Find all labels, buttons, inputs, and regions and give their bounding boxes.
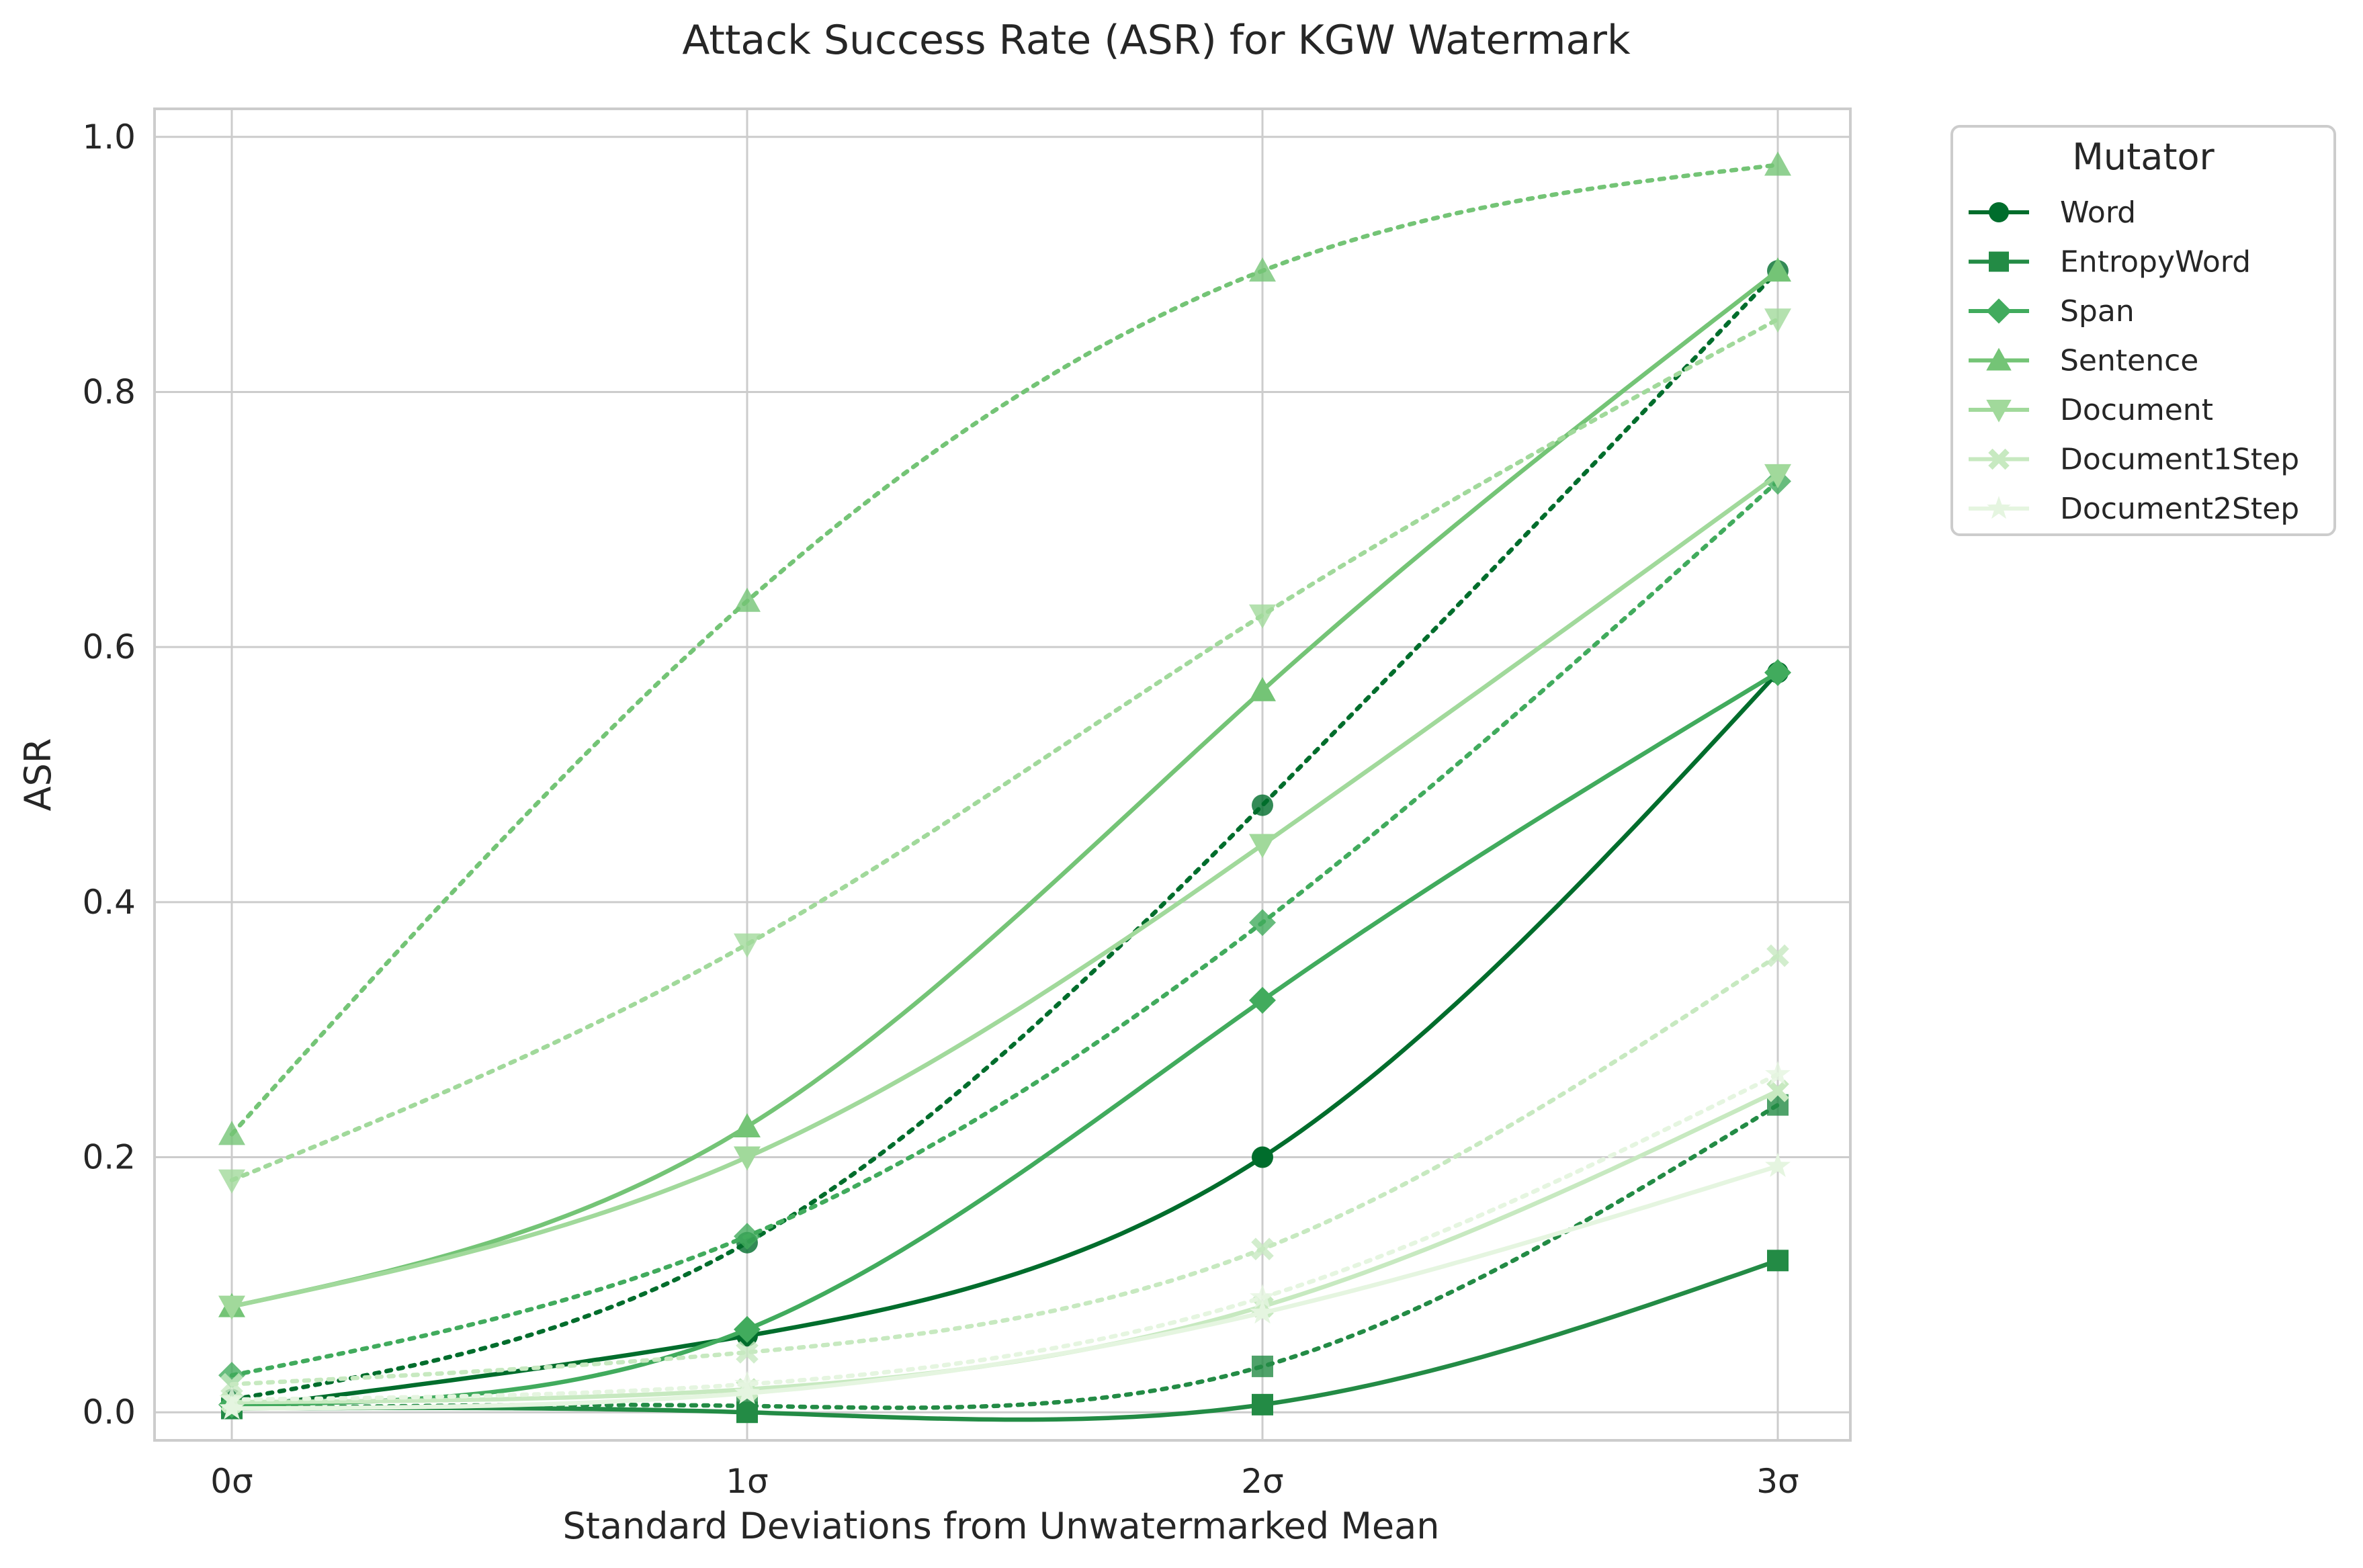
data-point-dotted [734,587,761,612]
data-point [1249,987,1276,1014]
legend-entry: Word [1969,195,2136,230]
y-tick-label: 0.8 [82,372,136,411]
data-point-dotted [1764,308,1791,333]
data-point-dotted [1249,604,1276,629]
series-line-solid [231,473,1779,1309]
data-point [1249,677,1276,701]
data-point [1252,1146,1273,1168]
legend: Mutator Word EntropyWord Span Sentence Docum… [1950,125,2336,536]
x-tick-label: 3σ [1756,1462,1799,1501]
data-point [1766,1080,1789,1102]
data-point-dotted [734,1223,761,1250]
legend-marker [1988,448,2010,470]
legend-entry: Document [1969,393,2213,427]
legend-entry: Document2Step [1969,492,2299,526]
series-line-solid [231,670,1780,1411]
legend-entries: Word EntropyWord Span Sentence Document Docum… [1969,195,2299,526]
legend-marker [1989,202,2009,222]
data-point-dotted [1765,1061,1791,1086]
data-point-dotted [218,1362,245,1389]
data-point [1252,1393,1273,1415]
x-tick-label: 1σ [726,1462,769,1501]
data-point-dotted [1249,257,1276,282]
data-point-dotted [734,933,761,958]
legend-entry: Span [1969,294,2135,329]
series-line-dotted [229,268,1780,1402]
data-point [736,1401,758,1424]
data-point [734,1379,760,1404]
series-line-dotted [229,479,1780,1378]
series-line-dotted [229,316,1780,1182]
legend-marker [1987,496,2011,519]
legend-label: Word [2060,195,2136,230]
data-point-dotted [736,1341,759,1364]
series-document2step [219,1061,1791,1420]
data-point [734,1113,761,1137]
legend-entry: Document1Step [1969,443,2299,477]
legend-marker [1986,400,2012,423]
chart-title: Attack Success Rate (ASR) for KGW Waterm… [682,17,1631,64]
legend-label: EntropyWord [2060,245,2251,279]
data-point-dotted [220,1373,243,1396]
series-line-solid [231,670,1779,1407]
data-point [1767,1250,1789,1272]
data-point-dotted [218,1169,245,1194]
legend-label: Document1Step [2060,443,2299,477]
plot-frame [153,107,1852,1442]
legend-label: Sentence [2060,344,2198,378]
data-point [734,1146,761,1171]
series-line-dotted [229,1072,1780,1402]
legend-label: Span [2060,294,2135,329]
series-line-dotted [229,163,1780,1137]
data-point [1764,257,1791,282]
data-point [218,1295,245,1320]
data-point-dotted [1766,944,1789,967]
data-point [219,1395,245,1420]
data-point [1764,464,1791,488]
data-point-dotted [1252,794,1273,816]
y-tick-label: 0.2 [82,1138,136,1177]
y-tick-label: 1.0 [82,118,136,157]
legend-marker [1989,251,2009,272]
data-point-dotted [218,1121,245,1145]
y-axis-label: ASR [17,738,59,812]
legend-label: Document [2060,393,2213,427]
series-line-solid [232,1258,1779,1422]
y-tick-label: 0.4 [82,883,136,922]
x-tick-label: 0σ [210,1462,253,1501]
legend-marker [1986,298,2012,324]
y-tick-label: 0.6 [82,627,136,666]
series-document [218,308,1791,1320]
data-point-dotted [1249,909,1276,937]
legend-entry: EntropyWord [1969,245,2251,279]
legend-title: Mutator [2072,136,2215,178]
data-point [1764,659,1791,687]
x-axis-label: Standard Deviations from Unwatermarked M… [563,1505,1440,1547]
series-line-dotted [229,953,1780,1387]
series-sentence [218,151,1791,1317]
legend-marker [1986,347,2012,371]
legend-label: Document2Step [2060,492,2299,526]
x-tick-label: 2σ [1241,1462,1284,1501]
grid [155,109,1850,1440]
legend-frame [1950,125,2336,536]
series-layer [218,151,1791,1424]
y-tick-label: 0.0 [82,1393,136,1432]
plot-area [155,109,1850,1440]
series-line-solid [231,1164,1778,1411]
data-point [1249,834,1276,859]
data-point [734,1315,761,1343]
data-point-dotted [1252,1355,1273,1377]
data-point-dotted [1250,1284,1275,1309]
tick-labels: 0σ 1σ 2σ 3σ 0.0 0.2 0.4 0.6 0.8 1.0 [82,118,1799,1501]
data-point [1250,1299,1275,1324]
legend-entry: Sentence [1969,344,2198,378]
data-point-dotted [1251,1237,1274,1261]
series-line-solid [231,269,1779,1309]
data-point [1765,1152,1791,1177]
data-point-dotted [1764,151,1791,176]
